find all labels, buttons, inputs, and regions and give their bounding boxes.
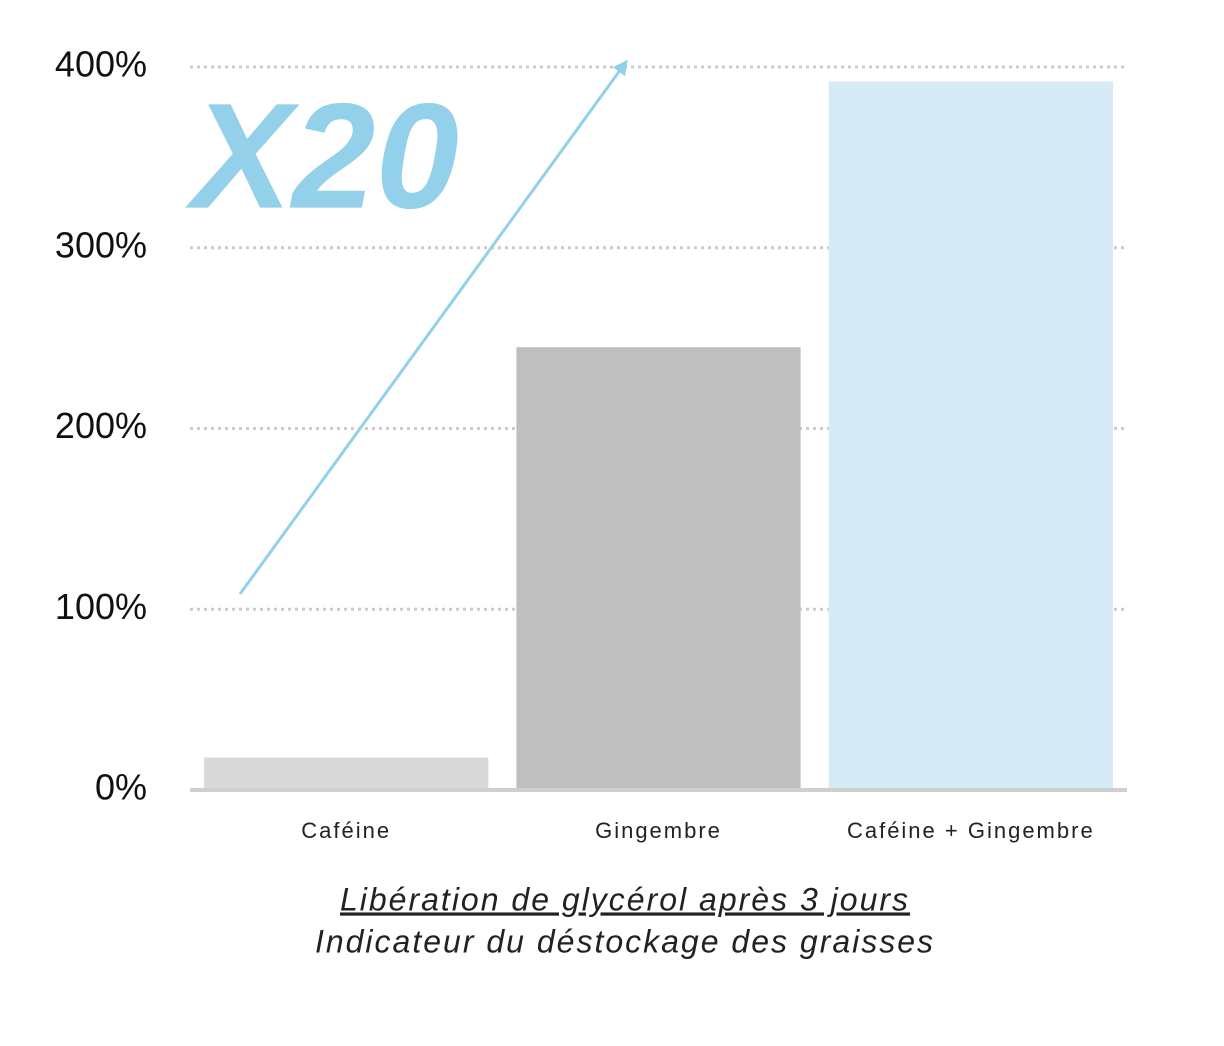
bars (204, 81, 1113, 790)
y-tick-label: 200% (55, 405, 147, 446)
x-tick-label: Gingembre (595, 818, 722, 843)
chart-subtitle: Indicateur du déstockage des graisses (315, 923, 935, 959)
y-tick-label: 300% (55, 224, 147, 265)
bar (828, 81, 1113, 790)
y-tick-label: 0% (95, 767, 147, 808)
y-tick-label: 400% (55, 44, 147, 85)
bar (516, 347, 801, 790)
trend-arrow (238, 59, 628, 595)
annotation: X20 (185, 72, 459, 240)
chart-title: Libération de glycérol après 3 jours (340, 881, 910, 917)
x-tick-label: Caféine (301, 818, 391, 843)
grid (190, 65, 1127, 611)
y-tick-label: 100% (55, 586, 147, 627)
x-tick-label: Caféine + Gingembre (847, 818, 1095, 843)
bar (204, 757, 489, 790)
